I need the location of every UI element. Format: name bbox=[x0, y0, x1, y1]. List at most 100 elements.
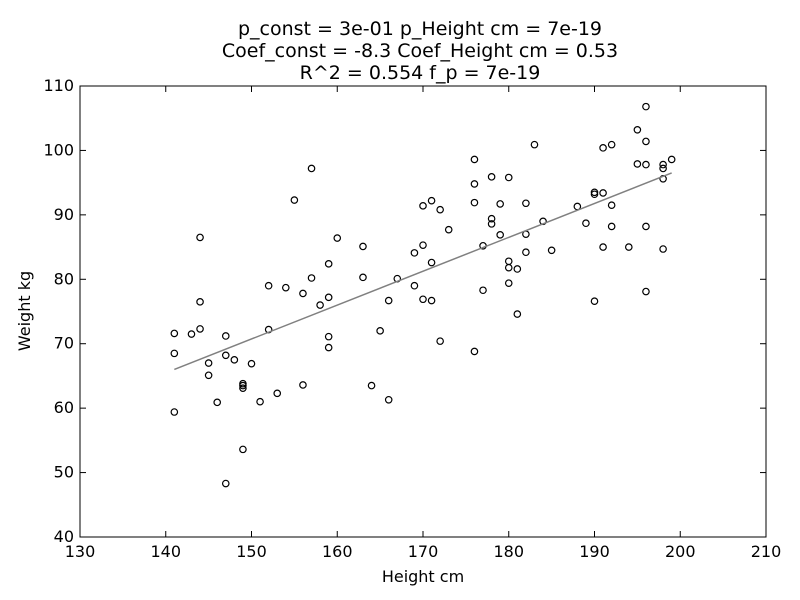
scatter-point bbox=[427, 296, 436, 305]
scatter-point bbox=[221, 332, 230, 340]
scatter-point bbox=[204, 359, 213, 367]
plot-area bbox=[170, 102, 676, 488]
scatter-point bbox=[642, 222, 650, 231]
scatter-point bbox=[410, 249, 419, 257]
scatter-point bbox=[487, 214, 496, 223]
y-tick-label: 40 bbox=[54, 527, 74, 546]
scatter-point bbox=[436, 205, 444, 214]
scatter-point bbox=[513, 310, 522, 318]
scatter-point bbox=[324, 332, 333, 341]
x-tick-label: 180 bbox=[493, 542, 524, 561]
y-axis-label: Weight kg bbox=[15, 271, 34, 351]
scatter-point bbox=[376, 327, 384, 335]
chart-title: p_const = 3e-01 p_Height cm = 7e-19 Coef… bbox=[222, 18, 618, 84]
scatter-point bbox=[590, 297, 599, 305]
scatter-point bbox=[239, 384, 247, 392]
scatter-point bbox=[170, 408, 179, 416]
scatter-point bbox=[582, 219, 590, 228]
y-tick-label: 60 bbox=[54, 398, 74, 417]
scatter-point bbox=[221, 351, 230, 360]
scatter-point bbox=[624, 243, 633, 251]
scatter-point bbox=[496, 231, 504, 239]
scatter-point bbox=[264, 281, 273, 290]
title-line-2: Coef_const = -8.3 Coef_Height cm = 0.53 bbox=[222, 40, 618, 62]
scatter-point bbox=[607, 201, 616, 209]
scatter-point bbox=[273, 389, 282, 398]
scatter-point bbox=[496, 200, 504, 208]
scatter-point bbox=[196, 325, 204, 333]
y-tick-label: 70 bbox=[54, 334, 74, 353]
scatter-point bbox=[367, 381, 376, 390]
scatter-point bbox=[504, 263, 513, 272]
scatter-point bbox=[204, 371, 213, 380]
scatter-point bbox=[299, 289, 307, 298]
scatter-point bbox=[659, 160, 667, 169]
scatter-point bbox=[290, 196, 299, 204]
scatter-point bbox=[487, 220, 496, 228]
scatter-point bbox=[470, 198, 479, 207]
scatter-point bbox=[324, 260, 333, 268]
scatter-point bbox=[633, 160, 642, 168]
scatter-point bbox=[547, 246, 556, 255]
scatter-point bbox=[196, 233, 204, 242]
x-tick-label: 210 bbox=[751, 542, 782, 561]
y-tick-label: 110 bbox=[43, 76, 74, 95]
x-axis-label: Height cm bbox=[382, 567, 464, 586]
scatter-point bbox=[607, 222, 616, 231]
y-tick-label: 50 bbox=[54, 463, 74, 482]
scatter-point bbox=[479, 286, 487, 295]
scatter-point bbox=[239, 445, 247, 454]
scatter-point bbox=[419, 241, 427, 249]
scatter-point bbox=[633, 126, 642, 134]
scatter-point bbox=[504, 279, 513, 287]
scatter-point bbox=[213, 398, 222, 407]
scatter-point bbox=[196, 298, 204, 306]
scatter-point bbox=[170, 329, 179, 338]
regression-line bbox=[174, 172, 672, 371]
x-tick-label: 170 bbox=[408, 542, 439, 561]
title-line-3: R^2 = 0.554 f_p = 7e-19 bbox=[300, 62, 541, 84]
scatter-point bbox=[187, 330, 196, 338]
x-tick-label: 140 bbox=[150, 542, 181, 561]
scatter-point bbox=[359, 273, 367, 282]
scatter-point bbox=[324, 343, 333, 352]
y-tick-label: 100 bbox=[43, 140, 74, 159]
scatter-point bbox=[316, 301, 324, 309]
scatter-point bbox=[504, 173, 513, 182]
scatter-point bbox=[607, 140, 616, 149]
scatter-point bbox=[410, 281, 419, 290]
scatter-point bbox=[590, 190, 599, 199]
scatter-point bbox=[642, 160, 650, 169]
scatter-point bbox=[667, 155, 676, 164]
scatter-point bbox=[522, 248, 530, 257]
scatter-point bbox=[419, 202, 427, 210]
scatter-point bbox=[487, 173, 496, 181]
plot-frame bbox=[79, 85, 767, 538]
scatter-point bbox=[239, 381, 247, 390]
scatter-point bbox=[522, 199, 530, 208]
scatter-point bbox=[599, 243, 607, 251]
scatter-point bbox=[444, 225, 453, 234]
scatter-point bbox=[247, 359, 256, 368]
scatter-point bbox=[642, 102, 650, 111]
scatter-point bbox=[642, 137, 650, 146]
title-line-1: p_const = 3e-01 p_Height cm = 7e-19 bbox=[238, 18, 602, 40]
scatter-point bbox=[299, 381, 307, 389]
scatter-point bbox=[307, 274, 316, 282]
scatter-point bbox=[470, 347, 479, 356]
scatter-point bbox=[333, 234, 342, 242]
x-tick-label: 190 bbox=[579, 542, 610, 561]
scatter-point bbox=[307, 164, 316, 173]
y-tick-label: 90 bbox=[54, 205, 74, 224]
scatter-point bbox=[170, 349, 179, 358]
scatter-point bbox=[221, 479, 230, 488]
scatter-point bbox=[436, 337, 444, 345]
x-tick-label: 150 bbox=[236, 542, 267, 561]
scatter-point bbox=[359, 242, 367, 251]
scatter-point bbox=[599, 144, 607, 152]
scatter-point bbox=[384, 395, 393, 404]
scatter-point bbox=[427, 258, 436, 267]
scatter-point bbox=[256, 397, 264, 406]
scatter-point bbox=[659, 164, 667, 173]
